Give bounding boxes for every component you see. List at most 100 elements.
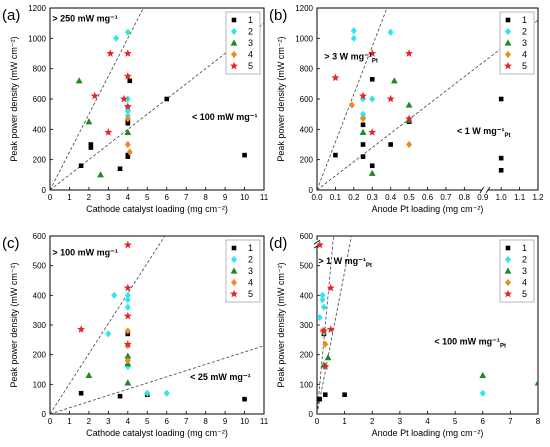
data-point-series-5 <box>386 94 395 103</box>
data-point-series-4 <box>126 148 133 156</box>
slope-annotation: > 250 mW mg⁻¹ <box>52 14 118 24</box>
x-tick-label: 6 <box>481 417 486 426</box>
data-point-series-5 <box>326 283 335 292</box>
legend-marker-3 <box>230 39 238 46</box>
y-tick-label: 100 <box>300 380 314 389</box>
data-point-series-3 <box>85 371 93 379</box>
legend-box <box>499 239 535 303</box>
reference-line <box>50 236 166 414</box>
legend-marker-5 <box>230 61 238 70</box>
y-tick-label: 1200 <box>295 4 313 13</box>
legend-marker-4 <box>231 50 237 59</box>
x-tick-label: 3 <box>398 417 403 426</box>
legend-marker-4 <box>505 50 511 59</box>
reference-lines <box>50 236 264 414</box>
y-tick-label: 200 <box>33 351 47 360</box>
panel-letter: (b) <box>269 7 287 24</box>
x-tick-label: 1 <box>67 417 72 426</box>
y-tick-label: 0 <box>42 410 47 419</box>
slope-annotation: < 100 mW mg⁻¹ <box>192 112 258 122</box>
x-tick-label: 0 <box>48 193 53 202</box>
data-point-series-1 <box>78 390 84 396</box>
data-point-series-5 <box>119 94 128 103</box>
slope-annotation: > 1 W mg⁻¹Pt <box>318 256 372 269</box>
reference-lines <box>317 236 352 414</box>
x-tick-label: 1.2 <box>532 193 544 202</box>
x-tick-label: 1 <box>342 417 347 426</box>
data-point-series-1 <box>164 96 170 102</box>
data-points <box>317 240 538 402</box>
data-point-series-1 <box>360 154 366 159</box>
x-tick-label: 1.1 <box>514 193 526 202</box>
y-tick-label: 1000 <box>295 34 313 43</box>
data-point-series-2 <box>317 313 323 322</box>
data-point-series-1 <box>342 392 347 398</box>
data-point-series-1 <box>498 155 504 161</box>
legend-marker-5 <box>504 61 512 70</box>
x-tick-label: 10 <box>240 193 249 202</box>
data-point-series-1 <box>242 152 247 158</box>
data-point-series-5 <box>104 128 113 136</box>
y-tick-label: 800 <box>33 65 47 74</box>
slope-annotation: < 100 mW mg⁻¹Pt <box>434 336 506 349</box>
data-point-series-1 <box>369 76 375 82</box>
data-point-series-2 <box>124 28 131 36</box>
data-point-series-2 <box>479 389 486 397</box>
x-tick-label: 0 <box>315 417 320 426</box>
data-point-series-3 <box>359 128 367 135</box>
x-tick-label: 3 <box>106 193 111 202</box>
legend-label: 2 <box>522 255 527 265</box>
data-point-series-5 <box>123 49 132 57</box>
data-point-series-4 <box>322 340 329 348</box>
x-tick-label: 6 <box>165 417 170 426</box>
legend-marker-4 <box>505 278 511 287</box>
legend-marker-1 <box>505 17 511 23</box>
data-point-series-2 <box>350 34 357 42</box>
data-point-series-4 <box>348 101 355 109</box>
legend-marker-1 <box>231 17 237 23</box>
data-point-series-3 <box>324 354 332 361</box>
x-tick-label: 4 <box>126 417 131 426</box>
x-tick-label: 0.9 <box>477 193 489 202</box>
data-point-series-5 <box>123 283 132 292</box>
legend-marker-2 <box>231 27 237 36</box>
x-tick-label: 5 <box>145 417 150 426</box>
x-tick-label: 0.6 <box>422 193 434 202</box>
y-tick-label: 0 <box>42 186 47 195</box>
panel-letter: (d) <box>269 235 287 252</box>
chart-panel-a: 0 1 2 3 4 5 6 7 8 9 10 11020040060080010001200Catho… <box>2 4 269 214</box>
data-point-series-3 <box>75 77 83 84</box>
x-tick-label: 3 <box>106 417 111 426</box>
legend-label: 3 <box>248 38 253 48</box>
legend-label: 3 <box>522 38 527 48</box>
data-points <box>75 28 247 178</box>
y-tick-label: 0 <box>309 410 314 419</box>
y-axis-label: Peak power density (mW cm⁻²) <box>276 36 286 161</box>
x-tick-label: 0.0 <box>311 193 323 202</box>
legend-marker-3 <box>504 39 512 46</box>
chart-panel-c: 0 1 2 3 4 5 6 7 8 9 10 110100200300400500600Cathode… <box>2 232 269 438</box>
x-axis-break-gap <box>481 187 488 193</box>
legend-box <box>225 11 261 75</box>
legend-marker-2 <box>231 255 237 264</box>
data-point-series-5 <box>123 72 132 80</box>
x-tick-label: 9 <box>223 417 228 426</box>
data-points <box>77 240 247 402</box>
data-point-series-5 <box>123 340 132 348</box>
data-point-series-5 <box>106 49 115 57</box>
data-point-series-2 <box>105 330 112 338</box>
y-axis-label: Peak power density (mW cm⁻²) <box>9 262 19 387</box>
x-tick-label: 10 <box>240 417 249 426</box>
legend-marker-1 <box>231 245 237 251</box>
y-tick-label: 200 <box>300 156 314 165</box>
slope-annotation: < 1 W mg⁻¹Pt <box>457 126 511 139</box>
legend-box <box>499 11 535 75</box>
panel-letter: (c) <box>2 235 20 252</box>
data-point-series-4 <box>124 115 131 123</box>
data-point-series-4 <box>360 115 367 123</box>
data-point-series-2 <box>144 389 151 397</box>
y-tick-label: 400 <box>33 291 47 300</box>
x-tick-label: 5 <box>453 417 458 426</box>
legend-marker-3 <box>504 267 512 274</box>
